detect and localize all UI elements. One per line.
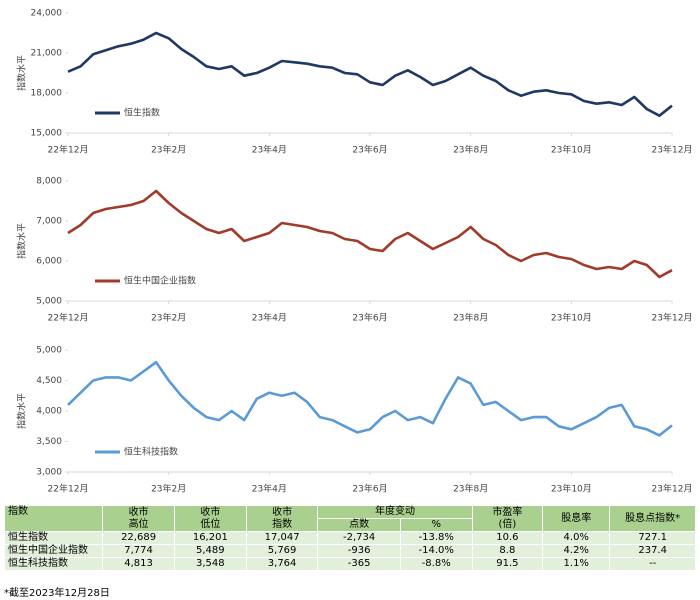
series-line	[67, 360, 673, 437]
y-axis-title: 指数水平	[16, 393, 28, 429]
table-cell: 收市 高位	[102, 505, 175, 532]
x-tick-label: 23年8月	[453, 312, 488, 324]
table-cell: 年度变动	[317, 505, 473, 519]
y-tick-label: 15,000	[31, 129, 63, 139]
y-tick-label: 5,000	[36, 346, 62, 356]
legend-label: 恒生指数	[124, 107, 160, 119]
header-text: 高位	[128, 518, 149, 530]
table-cell: 点数	[317, 518, 401, 532]
table-cell: 收市 低位	[173, 505, 247, 532]
x-tick-label: 23年10月	[551, 483, 592, 495]
header-text: 指数	[272, 518, 293, 530]
y-tick-label: 7,000	[36, 217, 62, 227]
charts: 15,000 18,000 21,000 24,000 22年12月 23年2月 23年4月…	[16, 9, 693, 495]
y-tick-label: 6,000	[36, 257, 62, 267]
x-tick-label: 23年10月	[551, 312, 592, 324]
y-axis-title: 指数水平	[16, 223, 28, 259]
table-cell: 收市 指数	[245, 505, 319, 532]
table-cell: 4,813	[102, 557, 175, 571]
legend-label: 恒生中国企业指数	[124, 275, 196, 287]
table-cell: 指数	[3, 505, 104, 532]
header-text: 收市	[200, 506, 221, 518]
x-tick-label: 23年6月	[352, 312, 387, 324]
y-tick-label: 5,000	[36, 297, 62, 307]
table-cell: 8.8	[471, 544, 544, 558]
table-cell: 10.6	[471, 531, 544, 545]
series-line	[67, 31, 673, 117]
table-cell: 市盈率 (倍)	[471, 505, 544, 532]
table-cell: %	[399, 518, 473, 532]
header-text: 市盈率	[492, 506, 523, 518]
footnote: *截至2023年12月28日	[4, 588, 110, 599]
x-tick-label: 22年12月	[48, 483, 89, 495]
y-tick-label: 24,000	[31, 9, 63, 19]
x-tick-label: 23年12月	[652, 483, 693, 495]
table-cell: 5,769	[245, 544, 319, 558]
x-tick-label: 23年10月	[551, 144, 592, 156]
y-tick-label: 21,000	[31, 49, 63, 59]
x-tick-label: 23年4月	[252, 483, 287, 495]
table-cell: 7,774	[102, 544, 175, 558]
x-tick-label: 23年2月	[151, 144, 186, 156]
header-text: 股息率	[561, 512, 592, 524]
header-text: 指数	[8, 506, 28, 517]
header-text: 股息点指数*	[625, 512, 681, 524]
table-cell: 727.1	[609, 531, 696, 545]
x-tick-label: 23年2月	[151, 312, 186, 324]
y-axis-title: 指数水平	[16, 55, 28, 91]
y-tick-label: 3,000	[36, 468, 62, 478]
table-cell: 恒生中国企业指数	[3, 544, 104, 558]
table-cell: 17,047	[245, 531, 319, 545]
y-tick-label: 18,000	[31, 89, 63, 99]
table-cell: -2,734	[317, 531, 401, 545]
table-cell: 5,489	[173, 544, 247, 558]
header-text: 收市	[272, 506, 293, 518]
header-text: 低位	[200, 518, 221, 530]
header-text: 收市	[128, 506, 149, 518]
table-cell: -14.0%	[399, 544, 473, 558]
x-tick-label: 23年6月	[352, 144, 387, 156]
header-text: 年度变动	[375, 506, 416, 517]
table-cell: 237.4	[609, 544, 696, 558]
y-tick-label: 4,500	[36, 376, 62, 386]
x-tick-label: 23年4月	[252, 312, 287, 324]
table-cell: --	[609, 557, 696, 571]
table-cell: 3,548	[173, 557, 247, 571]
table-cell: 1.1%	[542, 557, 611, 571]
x-tick-label: 23年8月	[453, 144, 488, 156]
x-tick-label: 23年4月	[252, 144, 287, 156]
table-cell: 股息点指数*	[609, 505, 696, 532]
y-tick-label: 3,500	[36, 437, 62, 447]
table-cell: 16,201	[173, 531, 247, 545]
x-tick-label: 23年8月	[453, 483, 488, 495]
index-table: 指数 收市 高位 收市 低位 收市 指数 年度变动 市盈率 (倍) 股息率 股息点指数* 点数% 恒生指数…	[3, 505, 696, 571]
table-cell: 4.2%	[542, 544, 611, 558]
x-tick-label: 22年12月	[48, 312, 89, 324]
header-text: (倍)	[498, 518, 517, 530]
x-tick-label: 23年12月	[652, 312, 693, 324]
x-tick-label: 23年12月	[652, 144, 693, 156]
table-cell: 91.5	[471, 557, 544, 571]
table-cell: 恒生科技指数	[3, 557, 104, 571]
table-cell: -936	[317, 544, 401, 558]
table-cell: 恒生指数	[3, 531, 104, 545]
series-line	[67, 189, 673, 279]
y-tick-label: 4,000	[36, 407, 62, 417]
x-tick-label: 23年6月	[352, 483, 387, 495]
x-tick-label: 23年2月	[151, 483, 186, 495]
legend-label: 恒生科技指数	[124, 446, 178, 458]
table-cell: 4.0%	[542, 531, 611, 545]
table-cell: 22,689	[102, 531, 175, 545]
table-cell: -13.8%	[399, 531, 473, 545]
table-cell: 3,764	[245, 557, 319, 571]
y-tick-label: 8,000	[36, 177, 62, 187]
table-cell: 股息率	[542, 505, 611, 532]
table-cell: -365	[317, 557, 401, 571]
table-cell: -8.8%	[399, 557, 473, 571]
x-tick-label: 22年12月	[48, 144, 89, 156]
